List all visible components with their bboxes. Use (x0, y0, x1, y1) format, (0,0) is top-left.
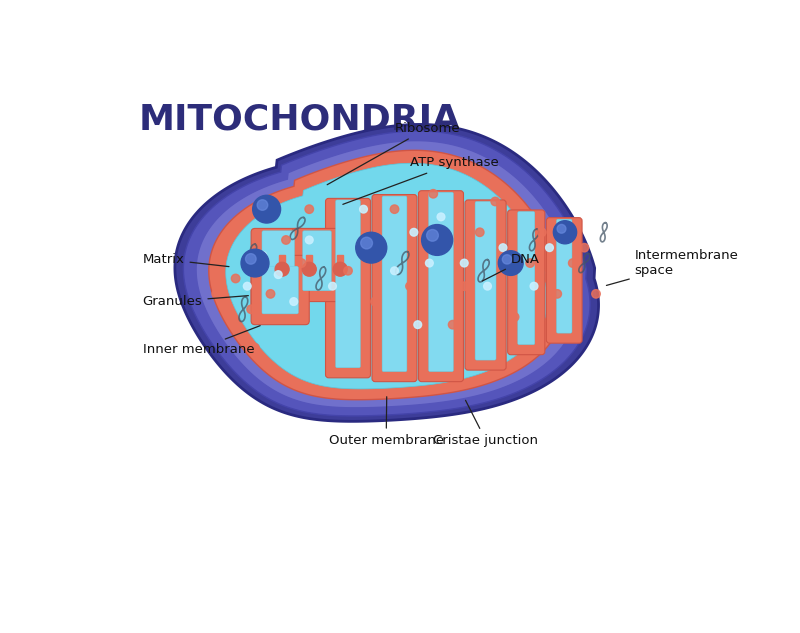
Circle shape (344, 266, 352, 275)
Circle shape (557, 225, 566, 233)
FancyBboxPatch shape (251, 229, 306, 313)
Circle shape (410, 229, 418, 236)
Circle shape (257, 200, 268, 210)
Circle shape (243, 282, 251, 290)
Text: DNA: DNA (482, 253, 540, 281)
Circle shape (371, 298, 379, 306)
Circle shape (460, 260, 468, 267)
Circle shape (298, 259, 306, 267)
Text: MITOCHONDRIA: MITOCHONDRIA (138, 103, 461, 137)
Circle shape (250, 344, 259, 352)
Circle shape (538, 228, 546, 237)
FancyBboxPatch shape (336, 200, 361, 368)
Circle shape (429, 189, 438, 198)
Text: Matrix: Matrix (142, 253, 229, 266)
Circle shape (302, 262, 316, 276)
FancyBboxPatch shape (546, 218, 582, 343)
Circle shape (580, 244, 589, 252)
Circle shape (356, 232, 386, 263)
Circle shape (546, 244, 554, 251)
Circle shape (406, 282, 414, 291)
FancyBboxPatch shape (372, 194, 417, 382)
Circle shape (247, 305, 255, 313)
Circle shape (569, 259, 577, 267)
Circle shape (502, 254, 512, 264)
Polygon shape (196, 141, 578, 408)
FancyBboxPatch shape (465, 200, 506, 370)
Circle shape (329, 282, 336, 290)
Circle shape (426, 230, 438, 241)
Circle shape (241, 249, 269, 277)
Circle shape (266, 290, 274, 298)
Circle shape (235, 328, 244, 337)
Circle shape (334, 262, 347, 276)
Text: Intermembrane
space: Intermembrane space (606, 249, 738, 285)
Circle shape (553, 290, 562, 298)
FancyBboxPatch shape (418, 191, 463, 382)
FancyBboxPatch shape (382, 196, 407, 372)
Bar (306, 255, 312, 269)
Circle shape (305, 205, 314, 213)
FancyBboxPatch shape (262, 266, 298, 314)
Circle shape (290, 298, 298, 305)
FancyBboxPatch shape (475, 201, 496, 360)
Circle shape (274, 271, 282, 279)
Bar (337, 255, 343, 269)
Polygon shape (175, 125, 598, 422)
Circle shape (426, 260, 434, 267)
FancyBboxPatch shape (262, 231, 294, 303)
Circle shape (275, 262, 289, 276)
Circle shape (259, 251, 266, 260)
Bar (279, 255, 286, 269)
FancyBboxPatch shape (302, 231, 331, 291)
Circle shape (475, 228, 484, 237)
Text: Cristae junction: Cristae junction (434, 400, 538, 447)
Circle shape (437, 213, 445, 221)
FancyBboxPatch shape (292, 229, 342, 301)
Circle shape (414, 321, 422, 329)
Circle shape (306, 236, 313, 244)
Circle shape (554, 221, 577, 244)
Circle shape (361, 237, 373, 249)
Text: Granules: Granules (142, 295, 248, 308)
Polygon shape (183, 131, 590, 416)
Circle shape (460, 282, 469, 291)
Circle shape (390, 267, 398, 275)
Circle shape (510, 313, 519, 321)
Circle shape (246, 254, 256, 264)
Polygon shape (226, 163, 548, 389)
Circle shape (282, 235, 290, 244)
Circle shape (448, 320, 457, 329)
Circle shape (530, 282, 538, 290)
FancyBboxPatch shape (557, 219, 572, 333)
Text: Ribosome: Ribosome (327, 122, 460, 185)
Circle shape (526, 259, 534, 267)
Polygon shape (209, 150, 565, 399)
Text: Outer membrane: Outer membrane (329, 397, 444, 447)
FancyBboxPatch shape (326, 198, 370, 378)
FancyBboxPatch shape (251, 255, 310, 325)
Circle shape (390, 205, 398, 213)
Circle shape (212, 290, 221, 298)
Circle shape (231, 274, 240, 283)
Circle shape (360, 205, 367, 213)
Circle shape (499, 244, 507, 251)
Circle shape (422, 225, 453, 255)
Circle shape (592, 290, 600, 298)
Circle shape (491, 197, 499, 206)
Circle shape (253, 196, 281, 223)
Circle shape (498, 251, 523, 275)
Text: Inner membrane: Inner membrane (142, 325, 260, 356)
Text: ATP synthase: ATP synthase (343, 156, 498, 204)
FancyBboxPatch shape (429, 192, 454, 372)
FancyBboxPatch shape (508, 210, 545, 354)
Circle shape (484, 282, 491, 290)
FancyBboxPatch shape (518, 211, 534, 345)
